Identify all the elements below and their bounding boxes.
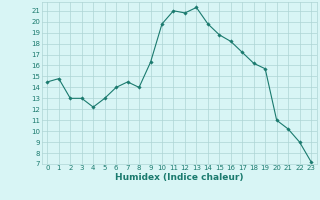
X-axis label: Humidex (Indice chaleur): Humidex (Indice chaleur) (115, 173, 244, 182)
